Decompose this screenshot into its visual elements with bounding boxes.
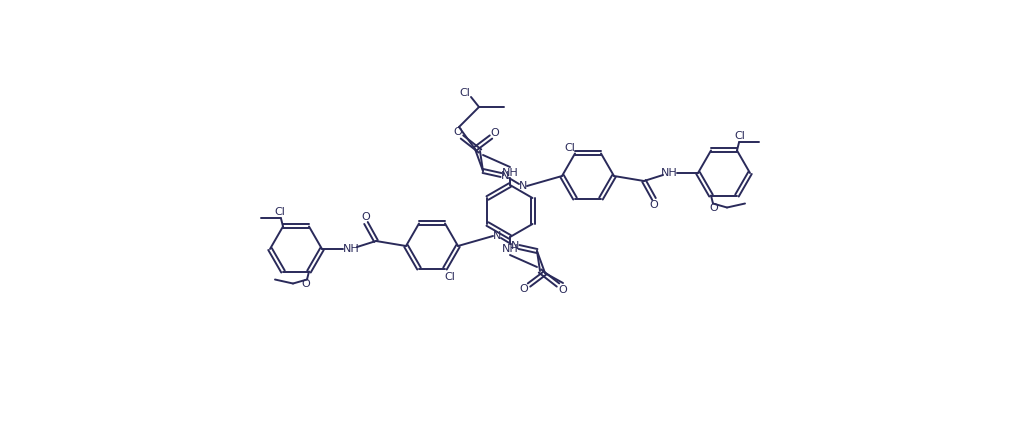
Text: Cl: Cl — [459, 88, 471, 98]
Text: NH: NH — [661, 168, 677, 178]
Text: O: O — [520, 284, 529, 294]
Text: O: O — [710, 202, 719, 212]
Text: O: O — [301, 279, 310, 289]
Text: N: N — [519, 181, 527, 191]
Text: N: N — [510, 241, 520, 251]
Text: NH: NH — [501, 244, 519, 254]
Text: O: O — [453, 127, 463, 137]
Text: Cl: Cl — [565, 143, 576, 153]
Text: O: O — [649, 200, 659, 210]
Text: N: N — [493, 231, 501, 241]
Text: O: O — [361, 212, 371, 222]
Text: Cl: Cl — [275, 208, 286, 218]
Text: Cl: Cl — [734, 132, 745, 142]
Text: NH: NH — [501, 168, 519, 178]
Text: N: N — [501, 171, 509, 181]
Text: O: O — [491, 128, 499, 138]
Text: Cl: Cl — [444, 272, 455, 282]
Text: NH: NH — [343, 244, 359, 254]
Text: O: O — [558, 285, 568, 295]
